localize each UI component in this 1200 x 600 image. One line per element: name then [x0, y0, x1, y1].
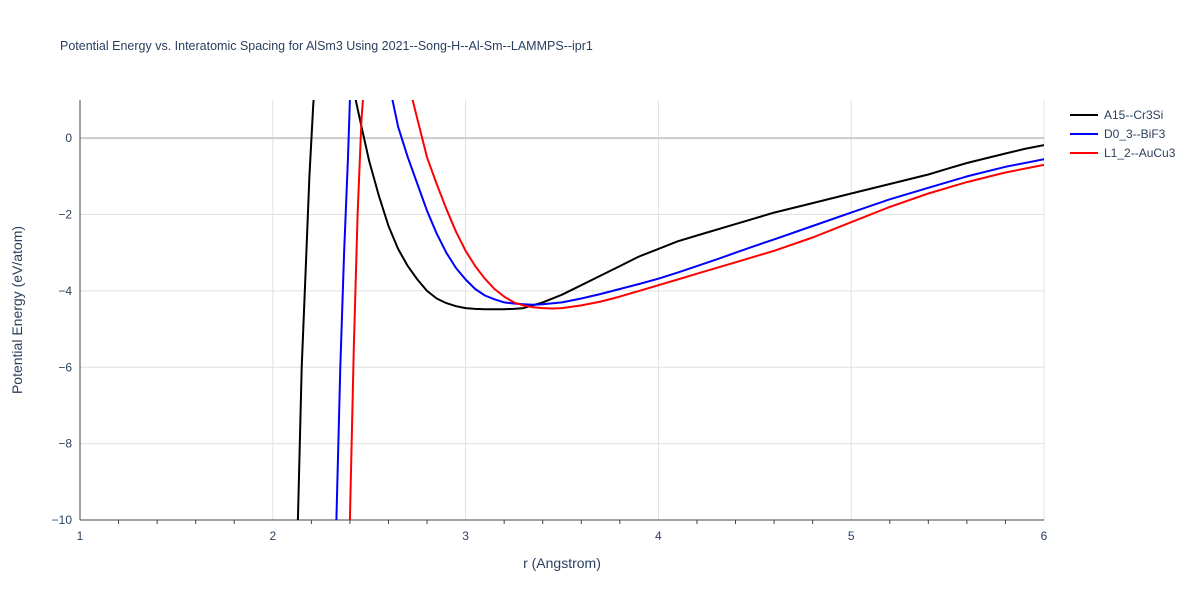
y-axis-title: Potential Energy (eV/atom) [9, 226, 25, 394]
y-tick-label: −4 [58, 284, 72, 298]
x-axis-title: r (Angstrom) [523, 555, 601, 571]
series-layer [296, 100, 1044, 520]
legend-label: L1_2--AuCu3 [1104, 146, 1176, 160]
y-tick-label: −10 [52, 513, 73, 527]
x-tick-label: 6 [1041, 529, 1048, 543]
chart-title: Potential Energy vs. Interatomic Spacing… [60, 39, 593, 53]
y-tick-label: −8 [58, 437, 72, 451]
tick-labels: 1 2 3 4 5 6 −10 −8 −6 −4 −2 0 [52, 131, 1048, 543]
x-tick-label: 5 [848, 529, 855, 543]
legend-label: D0_3--BiF3 [1104, 127, 1166, 141]
series-line-0 [296, 100, 1044, 520]
y-tick-label: 0 [65, 131, 72, 145]
x-tick-label: 1 [77, 529, 84, 543]
legend: A15--Cr3Si D0_3--BiF3 L1_2--AuCu3 [1070, 108, 1176, 160]
series-line-2 [348, 100, 1044, 520]
x-tick-label: 4 [655, 529, 662, 543]
y-tick-label: −6 [58, 360, 72, 374]
x-tick-label: 3 [462, 529, 469, 543]
x-tick-label: 2 [269, 529, 276, 543]
series-line-1 [335, 100, 1044, 520]
legend-label: A15--Cr3Si [1104, 108, 1163, 122]
grid-lines [79, 100, 1045, 524]
y-tick-label: −2 [58, 208, 72, 222]
